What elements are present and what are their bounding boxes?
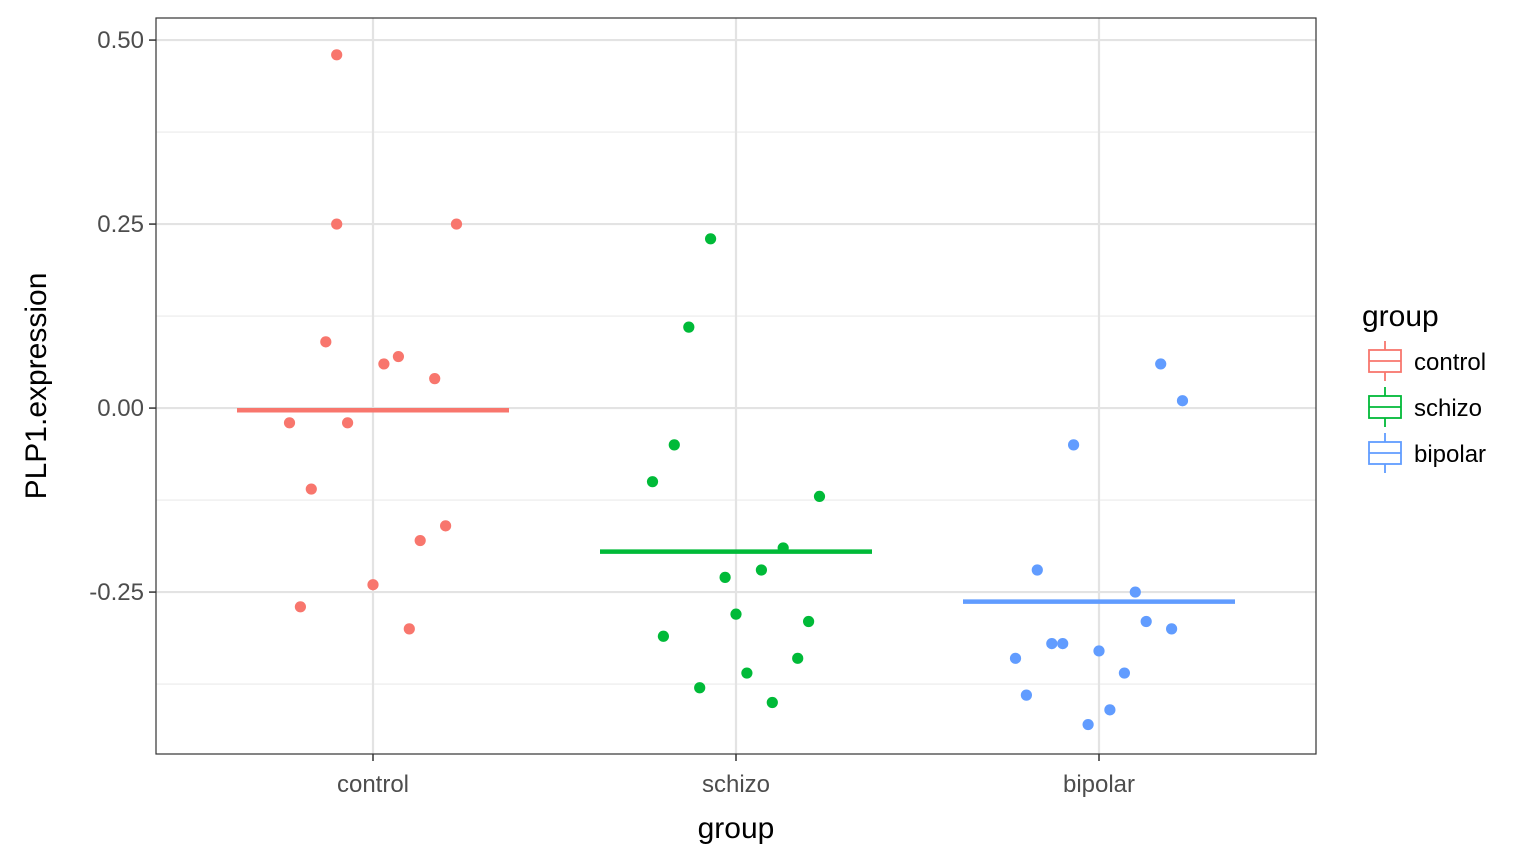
- data-points: [283, 49, 1189, 731]
- data-point-bipolar: [1155, 358, 1167, 370]
- legend-label-bipolar: bipolar: [1414, 441, 1486, 468]
- data-point-schizo: [792, 652, 804, 664]
- data-point-schizo: [694, 682, 706, 694]
- data-point-bipolar: [1009, 652, 1022, 664]
- legend-entry-control: control: [1366, 339, 1486, 383]
- legend: group control schizo bipolar: [1362, 300, 1486, 475]
- data-point-control: [331, 49, 343, 61]
- y-tick-label: 0.50: [97, 27, 144, 54]
- y-axis-title: PLP1.expression: [20, 273, 53, 500]
- data-point-schizo: [777, 542, 789, 554]
- data-point-schizo: [766, 696, 778, 709]
- data-point-control: [331, 218, 343, 230]
- data-point-schizo: [704, 233, 717, 245]
- data-point-bipolar: [1129, 586, 1141, 598]
- x-axis-title: group: [698, 812, 775, 845]
- data-point-bipolar: [1020, 689, 1032, 701]
- y-tick-label: 0.00: [97, 395, 144, 422]
- y-tick-label: 0.25: [97, 211, 144, 238]
- data-point-control: [283, 417, 296, 429]
- data-point-control: [378, 358, 390, 370]
- x-axis: control schizo bipolar: [337, 754, 1135, 798]
- data-point-bipolar: [1046, 638, 1058, 650]
- legend-label-schizo: schizo: [1414, 395, 1482, 422]
- median-lines: [237, 408, 1235, 604]
- x-tick-label: schizo: [702, 771, 770, 798]
- data-point-bipolar: [1140, 615, 1152, 628]
- data-point-bipolar: [1118, 667, 1131, 679]
- y-tick-label: -0.25: [89, 579, 144, 606]
- data-point-control: [341, 417, 354, 429]
- data-point-control: [305, 483, 317, 495]
- data-point-bipolar: [1104, 704, 1116, 716]
- data-point-control: [440, 520, 452, 532]
- y-axis: 0.50 0.25 0.00 -0.25: [89, 27, 156, 606]
- data-point-schizo: [741, 667, 753, 679]
- data-point-schizo: [755, 564, 768, 576]
- legend-label-control: control: [1414, 349, 1486, 376]
- data-point-control: [403, 623, 415, 635]
- data-point-schizo: [646, 476, 659, 488]
- data-point-schizo: [719, 571, 731, 583]
- legend-entry-schizo: schizo: [1366, 385, 1482, 429]
- data-point-bipolar: [1067, 439, 1080, 451]
- data-point-control: [294, 601, 306, 613]
- data-point-bipolar: [1176, 395, 1189, 407]
- data-point-control: [320, 336, 332, 348]
- data-point-control: [414, 534, 426, 547]
- data-point-schizo: [657, 630, 670, 642]
- x-tick-label: control: [337, 771, 409, 798]
- x-tick-label: bipolar: [1063, 771, 1135, 798]
- data-point-schizo: [803, 615, 815, 628]
- data-point-schizo: [683, 321, 695, 333]
- data-point-control: [367, 579, 379, 591]
- data-point-bipolar: [1093, 645, 1105, 657]
- data-point-control: [450, 218, 463, 230]
- data-point-schizo: [730, 608, 742, 620]
- grid-layer: [156, 18, 1316, 754]
- data-point-schizo: [813, 490, 826, 502]
- legend-title: group: [1362, 300, 1439, 333]
- data-point-bipolar: [1057, 638, 1069, 650]
- legend-entry-bipolar: bipolar: [1366, 431, 1486, 475]
- data-point-control: [429, 373, 441, 385]
- data-point-control: [392, 350, 405, 363]
- data-point-bipolar: [1031, 564, 1043, 576]
- data-point-bipolar: [1166, 623, 1178, 635]
- data-point-schizo: [668, 439, 680, 451]
- data-point-bipolar: [1082, 718, 1094, 731]
